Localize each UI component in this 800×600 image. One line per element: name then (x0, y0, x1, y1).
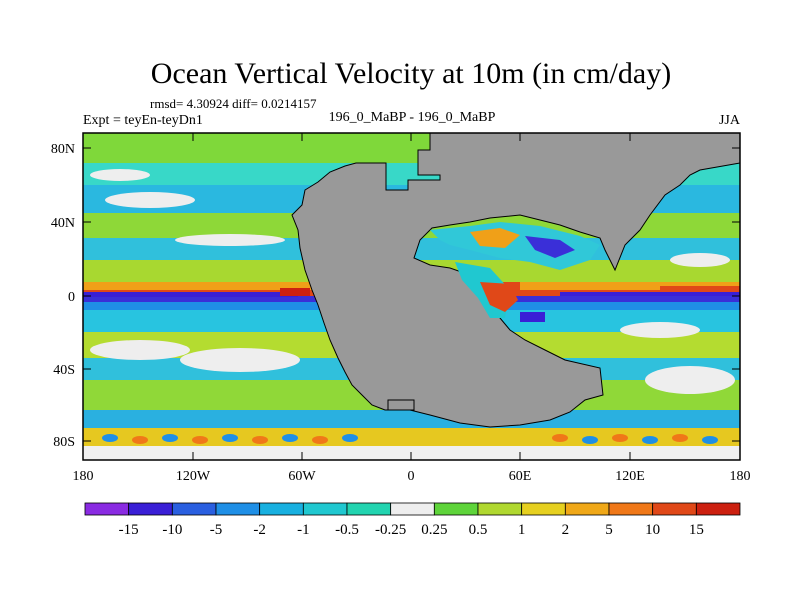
season-label: JJA (719, 113, 741, 128)
lon-label: 0 (408, 469, 415, 484)
colorbar-box (302, 502, 348, 516)
colorbar-box (695, 502, 741, 516)
map-title: Ocean Vertical Velocity at 10m (in cm/da… (151, 57, 671, 90)
lon-labels: 180 120W 60W 0 60E 120E 180 (73, 469, 751, 484)
colorbar-label: -0.25 (375, 522, 406, 538)
inland-seas (430, 222, 600, 318)
axis-ticks (82, 133, 741, 460)
colorbar-label: 2 (562, 522, 570, 538)
colorbar-label: 1 (518, 522, 526, 538)
lat-label: 40N (51, 216, 75, 231)
colorbar-label: 5 (605, 522, 613, 538)
left-label: Expt = teyEn-teyDn1 (83, 113, 203, 128)
colorbar-label: -2 (253, 522, 266, 538)
colorbar-box (215, 502, 261, 516)
lat-label: 80S (53, 435, 75, 450)
lon-label: 180 (73, 469, 94, 484)
colorbar-box (477, 502, 523, 516)
colorbar-box (128, 502, 173, 516)
lon-label: 60E (509, 469, 532, 484)
colorbar-box (84, 502, 130, 516)
lon-label: 120W (176, 469, 211, 484)
land-island (387, 399, 415, 411)
center-label: 196_0_MaBP - 196_0_MaBP (329, 110, 496, 125)
stats-line: rmsd= 4.30924 diff= 0.0214157 (150, 96, 317, 111)
colorbar: -15 -10 -5 -2 -1 -0.5 -0.25 0.25 0.5 1 2 5 10 15 (84, 502, 741, 538)
lat-label: 0 (68, 290, 75, 305)
colorbar-box (346, 502, 392, 516)
southern-ocean-swirls (102, 434, 718, 444)
colorbar-label: -1 (297, 522, 310, 538)
lon-label: 60W (288, 469, 316, 484)
colorbar-box (433, 502, 479, 516)
lon-label: 120E (615, 469, 645, 484)
lat-label: 80N (51, 142, 75, 157)
colorbar-label: 10 (645, 522, 660, 538)
lon-label: 180 (730, 469, 751, 484)
lat-label: 40S (53, 363, 75, 378)
lat-labels: 80N 40N 0 40S 80S (51, 142, 75, 450)
colorbar-box (259, 502, 304, 516)
colorbar-label: 0.25 (421, 522, 447, 538)
colorbar-label: 15 (689, 522, 704, 538)
colorbar-box (521, 502, 566, 516)
colorbar-label: -5 (210, 522, 223, 538)
colorbar-box (652, 502, 697, 516)
colorbar-label: -0.5 (335, 522, 359, 538)
map-panel (83, 133, 740, 460)
colorbar-box (390, 502, 435, 516)
colorbar-box (171, 502, 217, 516)
colorbar-box (564, 502, 610, 516)
colorbar-label: 0.5 (469, 522, 488, 538)
colorbar-box (608, 502, 654, 516)
colorbar-label: -15 (119, 522, 139, 538)
colorbar-label: -10 (162, 522, 182, 538)
